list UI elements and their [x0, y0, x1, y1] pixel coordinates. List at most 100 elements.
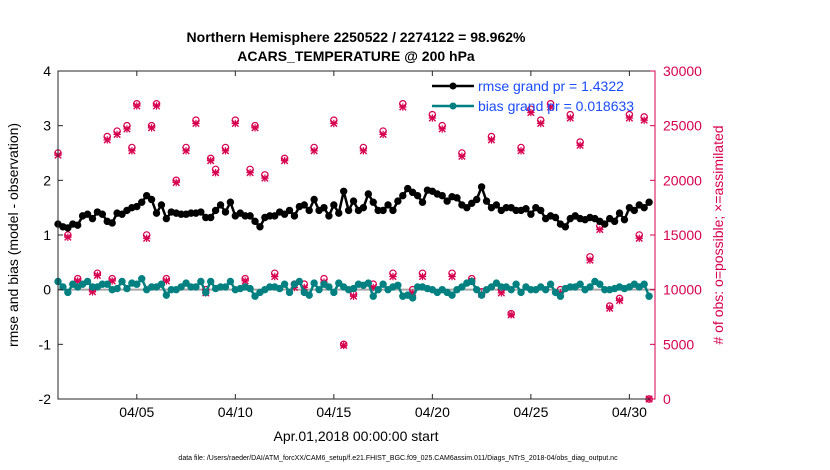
series-point-rmse: [561, 223, 570, 231]
series-point-bias: [280, 280, 289, 288]
series-point-rmse: [271, 212, 279, 220]
series-point-bias: [330, 288, 338, 297]
obs-assimilated-marker: [271, 272, 279, 281]
series-point-rmse: [206, 213, 215, 222]
obs-assimilated-marker: [448, 272, 456, 281]
series-point-bias: [379, 280, 387, 288]
obs-assimilated-marker: [280, 156, 289, 165]
series-point-rmse: [290, 212, 299, 220]
series-point-rmse: [472, 195, 481, 204]
series-point-rmse: [138, 198, 146, 206]
chart-title-line1: Northern Hemisphere 2250522 / 2274122 = …: [187, 29, 526, 45]
series-point-bias: [325, 283, 333, 291]
series-point-bias: [246, 284, 254, 293]
series-point-rmse: [408, 188, 417, 197]
series-point-rmse: [98, 210, 107, 218]
series-point-rmse: [551, 213, 560, 222]
series-point-bias: [448, 291, 456, 299]
series-point-rmse: [64, 224, 72, 232]
x-tick-label: 04/25: [513, 404, 548, 420]
obs-assimilated-marker: [231, 119, 240, 128]
series-point-bias: [133, 280, 141, 288]
series-point-rmse: [246, 212, 254, 220]
series-point-rmse: [443, 197, 451, 205]
obs-assimilated-marker: [211, 168, 220, 177]
series-point-bias: [113, 284, 121, 293]
series-point-rmse: [379, 206, 387, 215]
y-right-tick-label: 20000: [663, 172, 702, 188]
obs-assimilated-marker: [546, 103, 555, 111]
series-point-rmse: [325, 212, 333, 220]
series-point-rmse: [389, 206, 397, 215]
series-point-bias: [556, 292, 565, 300]
series-point-bias: [305, 291, 313, 299]
series-point-rmse: [330, 201, 338, 209]
series-point-bias: [335, 279, 343, 287]
series-point-rmse: [394, 197, 402, 205]
series-point-bias: [640, 280, 648, 288]
series-point-bias: [118, 277, 126, 286]
series-point-rmse: [413, 191, 422, 200]
series-point-rmse: [601, 220, 609, 228]
series-point-rmse: [74, 221, 82, 229]
series-point-bias: [103, 280, 111, 288]
series-point-rmse: [335, 209, 343, 217]
y-left-tick-label: 3: [43, 118, 51, 134]
series-point-bias: [507, 285, 515, 294]
obs-assimilated-marker: [64, 233, 72, 241]
series-point-rmse: [88, 214, 97, 223]
series-point-bias: [162, 291, 171, 299]
obs-assimilated-marker: [586, 256, 594, 264]
obs-assimilated-marker: [113, 130, 121, 139]
obs-assimilated-marker: [192, 119, 200, 128]
series-point-bias: [487, 283, 496, 291]
series-point-rmse: [640, 203, 648, 212]
y-axis-right-label: # of obs: o=possible; ×=assimilated: [710, 125, 726, 344]
series-point-bias: [83, 277, 92, 286]
series-point-rmse: [615, 209, 624, 217]
series-point-bias: [477, 291, 486, 299]
obs-assimilated-marker: [487, 136, 496, 144]
obs-assimilated-marker: [359, 147, 368, 155]
series-point-bias: [349, 284, 358, 293]
y-axis-left-label: rmse and bias (model - observation): [5, 123, 21, 347]
series-point-rmse: [468, 199, 476, 207]
series-point-rmse: [492, 201, 501, 209]
series-point-bias: [138, 275, 146, 283]
obs-assimilated-marker: [389, 272, 397, 281]
series-point-bias: [157, 280, 166, 288]
x-tick-label: 04/05: [119, 404, 154, 420]
series-point-rmse: [645, 198, 653, 206]
series-point-rmse: [369, 198, 377, 206]
obs-assimilated-marker: [576, 141, 584, 150]
series-point-bias: [64, 288, 72, 297]
x-tick-label: 04/20: [415, 404, 450, 420]
series-point-bias: [364, 279, 373, 287]
y-left-tick-label: 4: [43, 63, 51, 79]
series-point-bias: [576, 280, 584, 288]
obs-assimilated-marker: [517, 147, 525, 155]
series-point-rmse: [211, 206, 220, 215]
series-point-rmse: [537, 206, 545, 215]
obs-assimilated-marker: [142, 234, 151, 242]
obs-assimilated-marker: [241, 277, 249, 285]
series-point-rmse: [152, 209, 161, 217]
series-point-rmse: [221, 208, 230, 216]
series-point-rmse: [477, 183, 486, 191]
series-point-rmse: [418, 198, 427, 206]
obs-assimilated-marker: [399, 103, 407, 111]
series-point-bias: [251, 292, 259, 300]
obs-assimilated-marker: [507, 311, 515, 319]
series-point-bias: [551, 288, 560, 297]
series-point-bias: [295, 277, 304, 286]
series-point-bias: [468, 277, 476, 286]
series-point-rmse: [630, 206, 639, 215]
series-point-rmse: [359, 203, 368, 212]
series-point-rmse: [157, 201, 166, 209]
series-point-rmse: [133, 202, 141, 211]
obs-assimilated-marker: [261, 174, 269, 182]
series-point-rmse: [162, 214, 171, 223]
series-point-bias: [285, 288, 294, 297]
series-point-bias: [369, 292, 377, 300]
